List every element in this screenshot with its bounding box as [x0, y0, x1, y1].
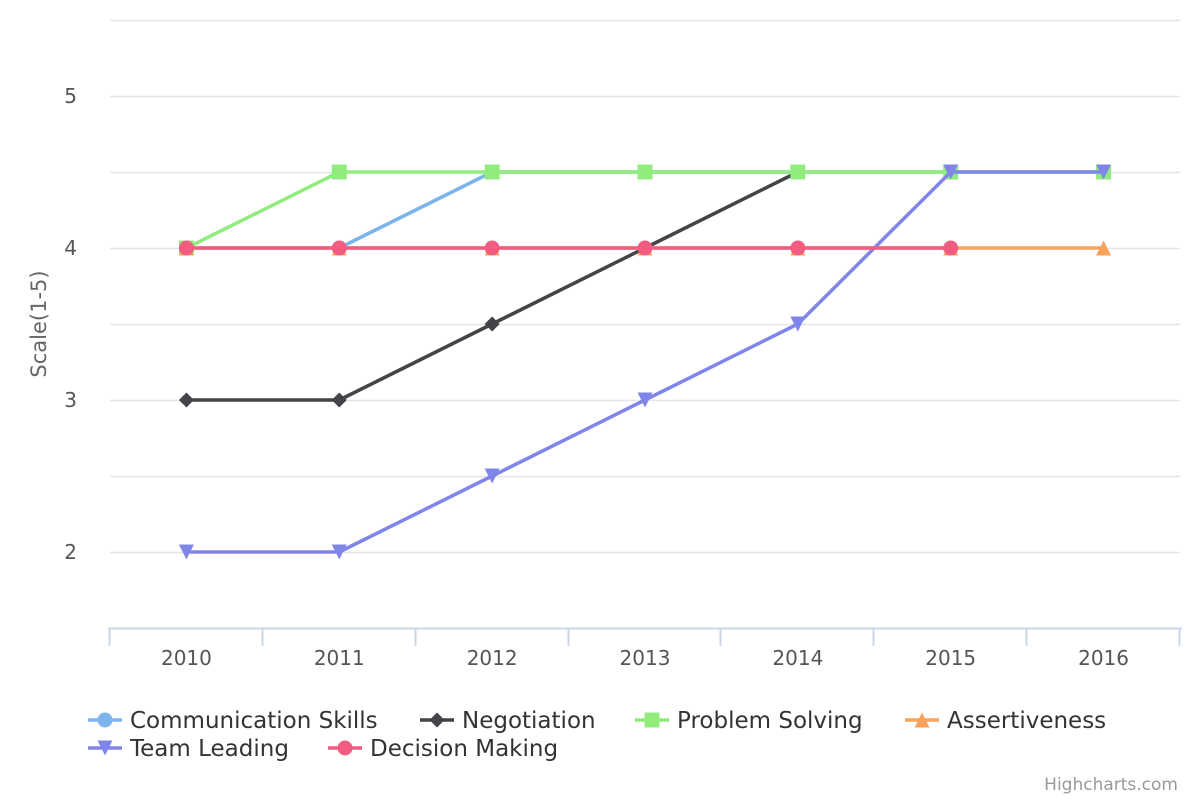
point-marker — [790, 164, 806, 180]
y-tick-label: 5 — [64, 84, 77, 108]
legend-label: Assertiveness — [947, 708, 1106, 734]
point-marker — [790, 316, 806, 332]
legend-label: Problem Solving — [677, 708, 863, 734]
point-marker — [331, 164, 347, 180]
point-marker — [943, 164, 959, 180]
series-line — [184, 170, 1106, 250]
legend: Communication Skills Negotiation Problem S… — [88, 708, 1106, 762]
grid-lines — [110, 19, 1180, 554]
legend-item[interactable]: Decision Making — [328, 736, 558, 762]
credits-link[interactable]: Highcharts.com — [1044, 775, 1178, 795]
point-marker — [914, 712, 930, 728]
legend-label: Negotiation — [462, 708, 596, 734]
x-axis: 2010 2011 2012 2013 2014 2015 2016 — [108, 627, 1182, 670]
point-marker — [178, 544, 194, 560]
point-marker — [484, 164, 500, 180]
x-tick-label: 2012 — [467, 646, 518, 670]
y-tick-label: 2 — [64, 540, 77, 564]
legend-item[interactable]: Communication Skills — [88, 708, 378, 734]
point-marker — [97, 712, 113, 728]
x-tick-label: 2014 — [772, 646, 823, 670]
point-marker — [484, 316, 500, 332]
point-marker — [331, 544, 347, 560]
point-marker — [484, 240, 500, 256]
point-marker — [1096, 164, 1112, 180]
point-marker — [337, 740, 353, 756]
series-line — [184, 170, 800, 402]
x-tick-label: 2010 — [161, 646, 212, 670]
legend-item[interactable]: Assertiveness — [905, 708, 1106, 734]
legend-label: Communication Skills — [130, 708, 378, 734]
point-marker — [97, 740, 113, 756]
point-marker — [644, 712, 660, 728]
legend-item[interactable]: Problem Solving — [635, 708, 863, 734]
series-negotiation — [178, 164, 806, 408]
legend-item[interactable]: Team Leading — [88, 736, 289, 762]
point-marker — [637, 392, 653, 408]
y-axis-ticks: 2 3 4 5 — [64, 84, 77, 564]
point-marker — [178, 392, 194, 408]
series-line — [184, 170, 1106, 554]
series-decision-making — [178, 240, 959, 256]
point-marker — [637, 164, 653, 180]
point-marker — [178, 240, 194, 256]
point-marker — [637, 240, 653, 256]
series-team-leading — [178, 164, 1112, 560]
y-tick-label: 3 — [64, 388, 77, 412]
point-marker — [429, 712, 445, 728]
legend-item[interactable]: Negotiation — [420, 708, 596, 734]
point-marker — [331, 392, 347, 408]
x-tick-label: 2015 — [925, 646, 976, 670]
y-tick-label: 4 — [64, 236, 77, 260]
series-layer — [178, 164, 1112, 560]
series-line — [184, 170, 1106, 250]
point-marker — [484, 468, 500, 484]
x-tick-label: 2016 — [1078, 646, 1129, 670]
legend-label: Decision Making — [370, 736, 558, 762]
y-axis-title: Scale(1-5) — [27, 270, 51, 377]
point-marker — [1096, 240, 1112, 256]
point-marker — [331, 240, 347, 256]
legend-label: Team Leading — [129, 736, 289, 762]
point-marker — [790, 240, 806, 256]
x-tick-label: 2013 — [620, 646, 671, 670]
point-marker — [943, 240, 959, 256]
x-tick-label: 2011 — [314, 646, 365, 670]
